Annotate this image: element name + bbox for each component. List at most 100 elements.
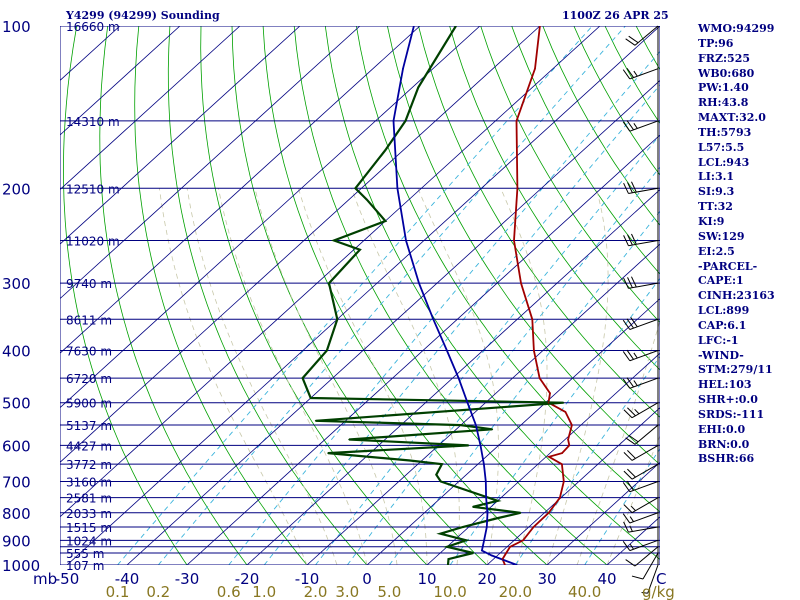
wind-barb: [623, 181, 659, 194]
temperature-point: [504, 564, 506, 565]
isotherm: [60, 26, 361, 300]
pressure-tick-label: 100: [2, 18, 31, 36]
wind-barb: [623, 276, 659, 289]
mixing-ratio-label: 0.2: [146, 583, 170, 600]
temperature-point: [559, 496, 561, 499]
dewpoint-point: [359, 248, 361, 251]
index-item: RH:43.8: [698, 96, 749, 110]
index-item: EHI:0.0: [698, 422, 746, 436]
height-label: 9740 m: [66, 277, 112, 291]
temperature-point: [567, 438, 569, 441]
pressure-tick-label: 900: [2, 532, 31, 550]
height-label: 3160 m: [66, 476, 112, 490]
temperature-point: [561, 452, 563, 454]
index-item: LFC:-1: [698, 333, 739, 347]
dry-adiabat: [200, 26, 428, 565]
wind-barb: [622, 377, 659, 389]
temperature-point: [568, 444, 571, 447]
wind-barb-staff: [628, 526, 659, 533]
isotherm: [60, 26, 301, 245]
dry-adiabat: [167, 26, 368, 565]
temperature-point: [533, 349, 535, 352]
index-item: STM:279/11: [698, 363, 773, 377]
wind-barb-half: [630, 505, 636, 512]
temperature-point: [548, 456, 550, 458]
isotherm: [306, 243, 660, 565]
dewpoint-point: [467, 444, 470, 447]
height-label: 3772 m: [66, 458, 112, 472]
temperature-point: [561, 463, 563, 465]
mixing-ratio-label: 3.0: [335, 583, 359, 600]
dewpoint-point: [491, 428, 494, 431]
parcel-point: [486, 526, 488, 528]
mixing-ratio-label: g/kg: [642, 583, 675, 600]
dewpoint-point: [562, 401, 565, 404]
wind-barb-half: [629, 516, 634, 522]
pressure-tick-label: 700: [2, 474, 31, 492]
height-label: 5900 m: [66, 397, 112, 411]
height-label: 5137 m: [66, 419, 112, 433]
wind-barb: [641, 564, 659, 594]
dewpoint-point: [440, 480, 442, 483]
wind-barb-staff: [628, 187, 659, 194]
dewpoint-point: [404, 120, 407, 122]
wind-barb: [622, 67, 659, 80]
parcel-point: [485, 496, 487, 499]
dewpoint-point: [441, 463, 443, 465]
pressure-tick-label: 500: [2, 395, 31, 413]
wind-barb-staff: [647, 564, 659, 594]
dewpoint-point: [417, 86, 420, 89]
wind-barb-flag: [626, 318, 634, 329]
dewpoint-point: [326, 349, 328, 352]
height-label: 2033 m: [66, 507, 112, 521]
axis-label-mb: mb: [33, 570, 57, 588]
index-item: SW:129: [698, 229, 745, 243]
wind-barb-flag: [623, 235, 629, 246]
parcel-point: [396, 187, 399, 190]
wind-barb-flag: [622, 121, 631, 132]
temperature-line: [501, 26, 573, 565]
wind-barb-flag: [622, 319, 631, 330]
pressure-tick-label: 400: [2, 343, 31, 361]
wind-barb-staff: [629, 318, 659, 330]
mixing-ratio-label: 40.0: [568, 583, 601, 600]
wind-barb-flag: [627, 277, 633, 288]
wind-barb-flag: [622, 378, 631, 389]
temperature-point: [522, 539, 524, 542]
dewpoint-point: [384, 149, 387, 152]
height-label: 16660 m: [66, 20, 120, 34]
pressure-tick-label: 200: [2, 180, 31, 198]
wind-barb-staff: [629, 350, 659, 362]
isotherm: [426, 352, 660, 565]
wind-barb-flag: [623, 409, 633, 419]
dewpoint-point: [409, 459, 411, 462]
mixing-ratio-label: 5.0: [377, 583, 401, 600]
wind-barb-flag: [627, 234, 633, 246]
mixing-ratio-line: [315, 134, 660, 565]
dewpoint-point: [328, 282, 330, 284]
temperature-point: [563, 480, 565, 483]
wind-barb-half: [634, 408, 640, 415]
dewpoint-point: [465, 539, 467, 542]
wind-barb-flag: [622, 482, 631, 493]
isotherm: [60, 26, 421, 354]
wind-barb: [623, 521, 659, 533]
wind-barb-flag: [625, 437, 636, 445]
isotherm: [60, 26, 541, 463]
dewpoint-point: [472, 506, 474, 508]
dewpoint-point: [495, 517, 497, 520]
index-item: KI:9: [698, 214, 725, 228]
wind-barb-flag: [626, 349, 634, 360]
wind-barb-flag: [627, 407, 636, 417]
wind-barb-flag: [625, 559, 636, 567]
dewpoint-point: [348, 438, 350, 441]
parcel-point: [446, 349, 448, 352]
wind-barb-staff: [629, 539, 659, 552]
wind-barb-flag: [623, 182, 629, 194]
index-item: -WIND-: [698, 348, 744, 362]
wind-barb-flag: [625, 38, 636, 46]
wind-barb-flag: [631, 575, 644, 580]
parcel-point: [457, 377, 460, 379]
parcel-point: [392, 120, 395, 122]
wind-barb-flag: [622, 69, 631, 80]
